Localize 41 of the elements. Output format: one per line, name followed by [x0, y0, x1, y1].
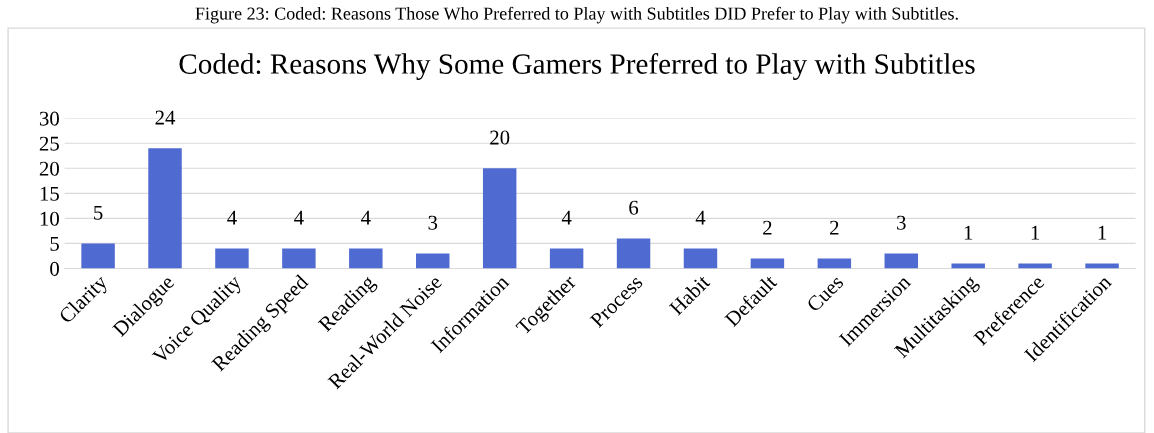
data-label: 2: [830, 220, 839, 235]
data-label: 24: [155, 110, 176, 125]
bar: [1018, 263, 1052, 269]
data-label: 3: [897, 215, 906, 230]
y-tick-label: 5: [50, 237, 59, 251]
bar: [817, 258, 852, 269]
data-label: 6: [629, 200, 639, 215]
data-label: 3: [428, 215, 438, 230]
data-label: 20: [490, 130, 510, 145]
y-tick-label: 15: [40, 186, 59, 201]
bar: [884, 253, 919, 269]
data-label: 2: [763, 220, 772, 235]
bar: [750, 258, 785, 269]
y-tick-label: 25: [39, 136, 59, 151]
bar: [349, 248, 383, 269]
bar: [148, 148, 182, 269]
bar: [482, 168, 517, 269]
bar: [683, 248, 718, 269]
bar: [549, 248, 584, 269]
data-label: 4: [361, 210, 371, 225]
y-tick-label: 30: [39, 111, 59, 126]
data-label: 5: [94, 205, 103, 220]
y-tick-label: 20: [39, 161, 59, 176]
bar: [81, 243, 115, 269]
bar: [416, 253, 450, 269]
bar: [282, 248, 316, 269]
bar: [1085, 263, 1119, 269]
data-label: 1: [1031, 225, 1040, 240]
data-label: 1: [964, 225, 973, 240]
data-label: 4: [227, 210, 237, 225]
data-label: 4: [695, 210, 706, 225]
chart-title: Coded: Reasons Why Some Gamers Preferred to Play with Subtitles: [179, 53, 975, 80]
y-tick-label: 10: [40, 211, 59, 226]
caption: Figure 23: Coded: Reasons Those Who Preferred to Play with Subtitles DID Prefer to Play with Subtitles.: [195, 6, 958, 24]
y-tick-label: 0: [50, 261, 59, 276]
data-label: 1: [1098, 225, 1107, 240]
bar: [215, 248, 249, 269]
bar: [616, 238, 651, 269]
data-label: 4: [294, 210, 304, 225]
data-label: 4: [561, 210, 572, 225]
bar: [951, 263, 985, 269]
